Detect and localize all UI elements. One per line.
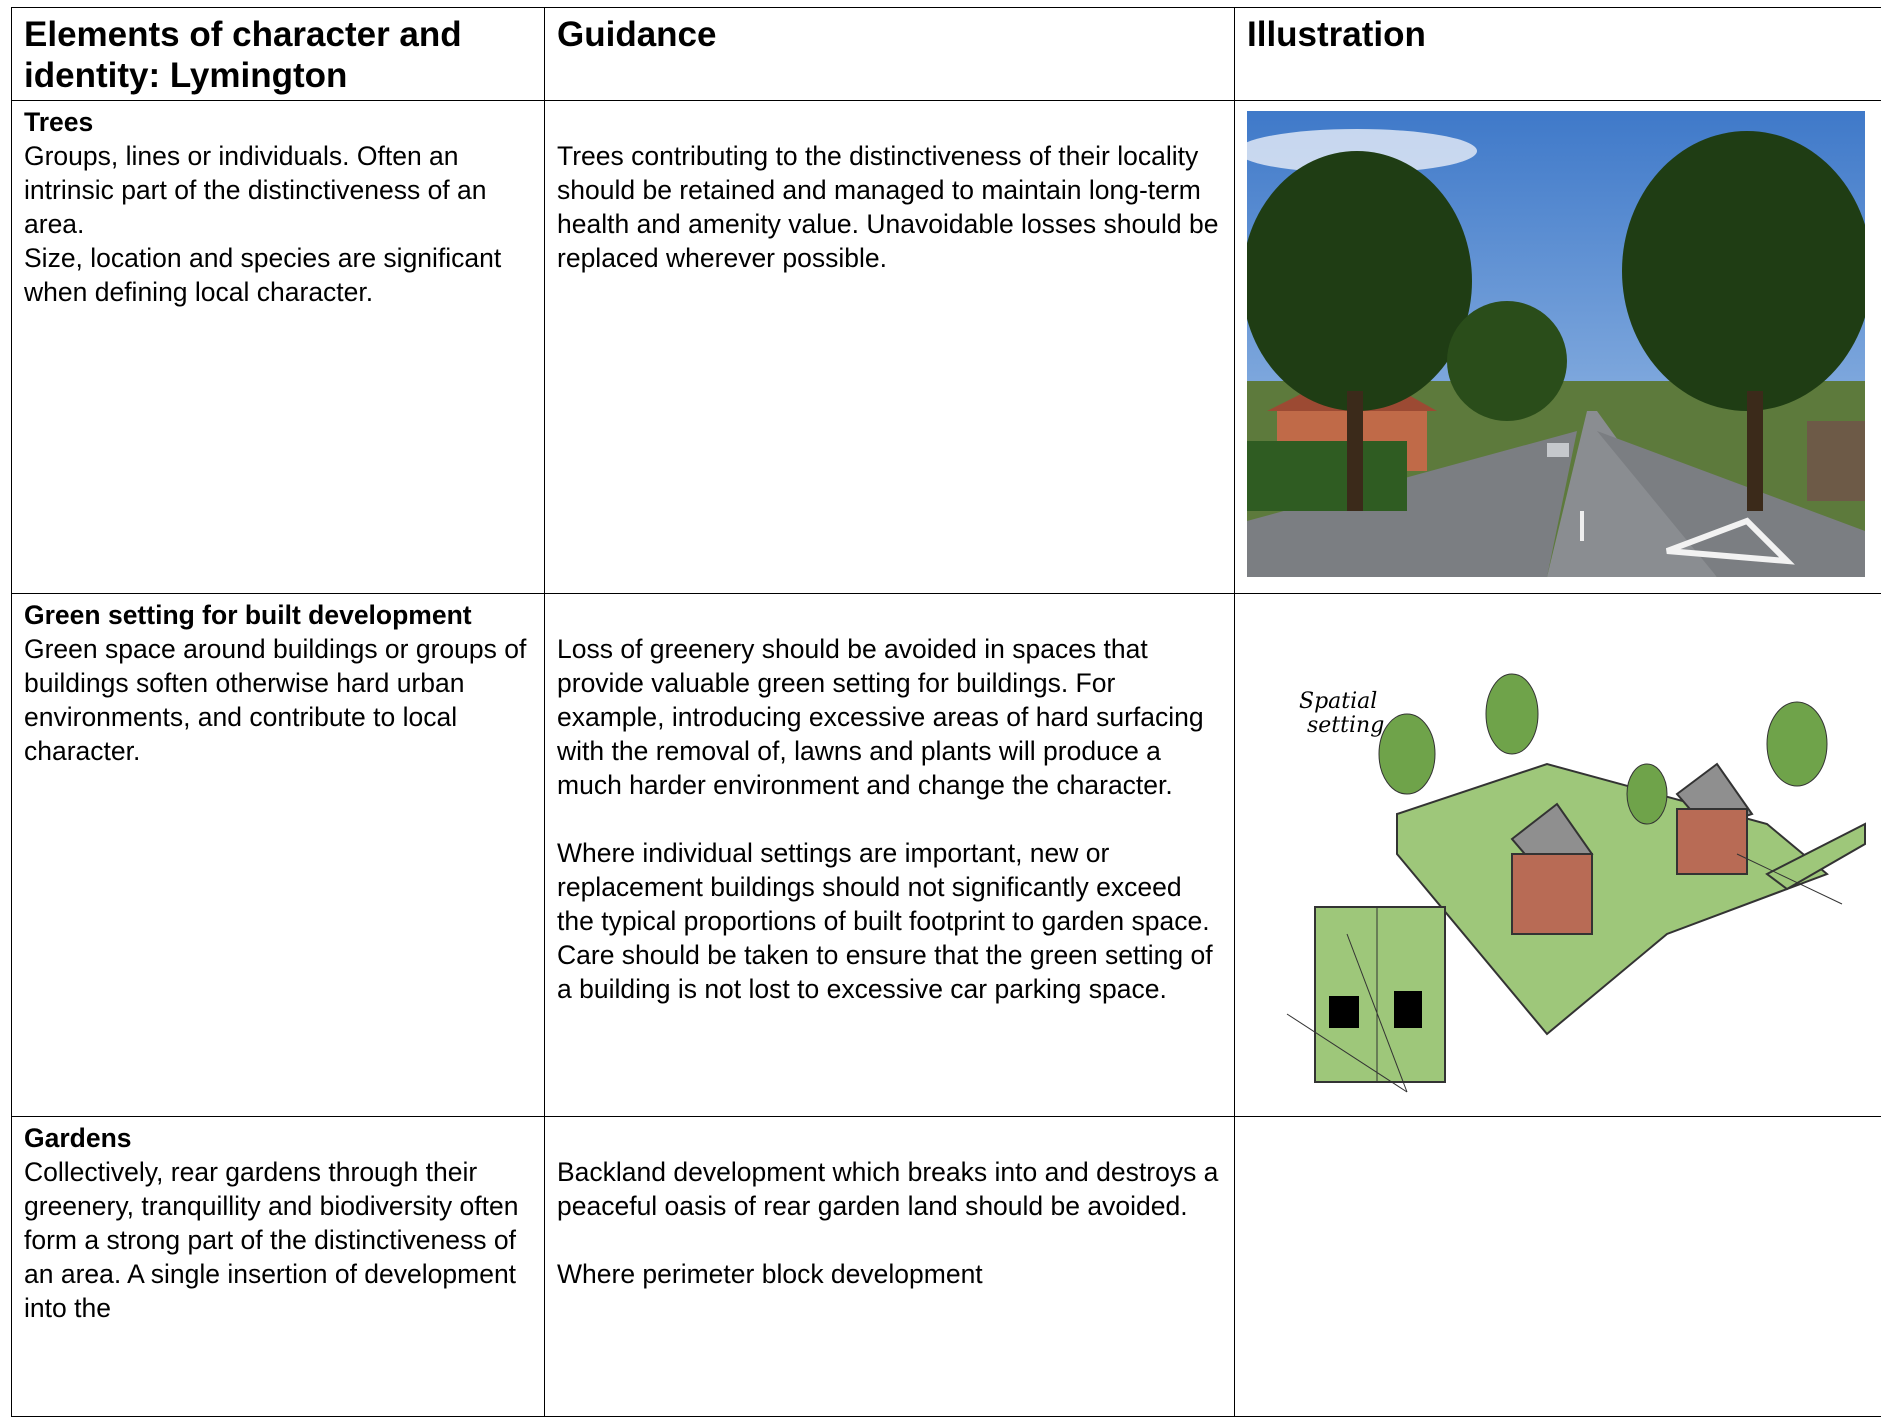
tree-photo (1247, 111, 1865, 577)
guidance-cell: Loss of greenery should be avoided in sp… (545, 594, 1235, 1117)
header-cell: Illustration (1235, 8, 1881, 101)
guidance-cell: Backland development which breaks into a… (545, 1117, 1235, 1417)
guidance-cell: Trees contributing to the distinctivenes… (545, 101, 1235, 594)
guidance: Loss of greenery should be avoided in sp… (557, 632, 1222, 802)
element-cell: Green setting for built development Gree… (12, 594, 545, 1117)
element-title: Green setting for built development (24, 598, 532, 632)
row: Trees Groups, lines or individuals. Ofte… (12, 101, 1881, 594)
description: Groups, lines or individuals. Often an i… (24, 139, 532, 241)
description: Collectively, rear gardens through their… (24, 1155, 532, 1325)
row: Gardens Collectively, rear gardens throu… (12, 1117, 1881, 1417)
description: Green space around buildings or groups o… (24, 632, 532, 768)
element-cell: Trees Groups, lines or individuals. Ofte… (12, 101, 545, 594)
guidance: Trees contributing to the distinctivenes… (557, 139, 1222, 275)
spatial-setting-sketch: Spatial setting (1247, 604, 1877, 1104)
illustration-cell: Spatial setting (1235, 594, 1881, 1117)
guidance: Where individual settings are important,… (557, 836, 1222, 1006)
header-row: Elements of character and identity: Lymi… (12, 8, 1881, 101)
header-cell: Guidance (545, 8, 1235, 101)
guidance: Where perimeter block development (557, 1257, 1222, 1291)
illustration-cell (1235, 1117, 1881, 1417)
illustration-cell (1235, 101, 1881, 594)
sketch-label: setting (1307, 713, 1384, 738)
header-cell: Elements of character and identity: Lymi… (12, 8, 545, 101)
guidance: Backland development which breaks into a… (557, 1155, 1222, 1223)
description: Size, location and species are significa… (24, 241, 532, 309)
page: Elements of character and identity: Lymi… (0, 0, 1881, 1312)
element-title: Gardens (24, 1121, 532, 1155)
row: Green setting for built development Gree… (12, 594, 1881, 1117)
sketch-label: Spatial (1299, 689, 1377, 714)
element-title: Trees (24, 105, 532, 139)
element-cell: Gardens Collectively, rear gardens throu… (12, 1117, 545, 1417)
guidance-table: Elements of character and identity: Lymi… (11, 7, 1881, 1417)
